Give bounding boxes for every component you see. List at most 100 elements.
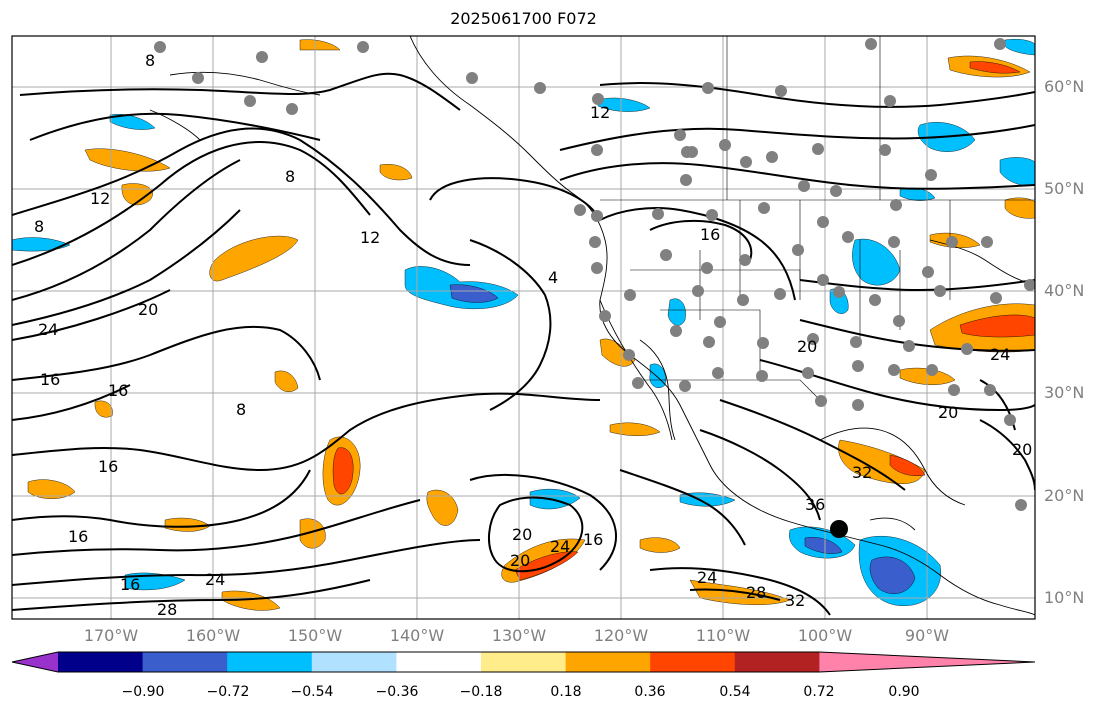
lon-label: 90°W: [904, 626, 950, 645]
contour-label: 20: [797, 337, 817, 356]
contour-label: 28: [157, 600, 177, 619]
negative-area: [124, 572, 186, 591]
contour-label: 36: [805, 495, 825, 514]
positive-area: [332, 447, 354, 495]
lon-label: 150°W: [287, 626, 343, 645]
negative-area: [804, 537, 843, 554]
map-title: 2025061700 F072: [450, 9, 597, 28]
colorbar-extend-max: [819, 652, 1035, 672]
contour-label: 8: [236, 400, 246, 419]
positive-area: [274, 370, 299, 393]
colorbar-segment: [565, 652, 651, 672]
contour-label: 16: [120, 575, 140, 594]
contour-label: 16: [40, 370, 60, 389]
contour-label: 32: [852, 463, 872, 482]
colorbar-tick-label: −0.18: [459, 684, 503, 700]
colorbar-segment: [481, 652, 567, 672]
lat-label: 50°N: [1044, 179, 1085, 198]
positive-area: [609, 422, 661, 436]
lat-label: 20°N: [1044, 486, 1085, 505]
contour-label: 20: [1012, 440, 1032, 459]
positive-area: [94, 400, 113, 418]
contour-label: 24: [697, 568, 717, 587]
positive-area: [426, 489, 459, 526]
colorbar-tick-label: −0.36: [375, 684, 419, 700]
colorbar-segment: [311, 652, 397, 672]
positive-area: [959, 314, 1035, 338]
contour-label: 20: [510, 551, 530, 570]
contour-label: 24: [205, 570, 225, 589]
negative-area: [852, 238, 901, 286]
negative-area: [449, 284, 499, 303]
positive-area: [221, 590, 281, 611]
contour-label: 28: [746, 583, 766, 602]
negative-area: [999, 157, 1035, 186]
station-markers: [154, 38, 1035, 511]
contour-label: 24: [990, 345, 1010, 364]
positive-area: [969, 61, 1021, 74]
colorbar-tick-label: −0.54: [290, 684, 334, 700]
contour-label: 20: [138, 300, 158, 319]
contour-lines: [12, 72, 1035, 616]
colorbar-extend-min: [12, 652, 58, 672]
lon-label: 120°W: [593, 626, 649, 645]
positive-area: [639, 537, 681, 553]
positive-area: [889, 454, 926, 476]
contour-label: 4: [548, 268, 558, 287]
highlight-marker: [830, 520, 848, 538]
contour-label: 24: [550, 537, 570, 556]
contour-label: 16: [98, 457, 118, 476]
contour-label: 8: [34, 217, 44, 236]
positive-area: [299, 39, 341, 51]
lat-label: 40°N: [1044, 281, 1085, 300]
colorbar-tick-label: 0.90: [888, 684, 920, 700]
negative-area: [1004, 39, 1035, 56]
contour-label: 8: [145, 51, 155, 70]
lon-label: 170°W: [83, 626, 139, 645]
graticule: [12, 36, 1035, 619]
positive-area: [379, 164, 413, 181]
positive-area: [1004, 197, 1035, 219]
contour-label: 12: [360, 228, 380, 247]
contour-label: 12: [590, 103, 610, 122]
negative-area: [667, 298, 686, 326]
lat-label: 60°N: [1044, 77, 1085, 96]
colorbar-segment: [650, 652, 736, 672]
contour-label-layer: 8 12 8 20 24 16 16 8 16 16 16 24 28 8 12…: [34, 51, 1032, 619]
colorbar-segment: [58, 652, 144, 672]
lat-label: 10°N: [1044, 588, 1085, 607]
colorbar-tick-label: 0.36: [634, 684, 666, 700]
colorbar-segment: [396, 652, 482, 672]
positive-area: [299, 518, 326, 549]
contour-label: 8: [285, 167, 295, 186]
political-borders: [600, 36, 1035, 401]
colorbar-tick-label: −0.90: [121, 684, 165, 700]
lon-label: 110°W: [695, 626, 751, 645]
contour-label: 20: [512, 525, 532, 544]
colorbar-tick-label: −0.72: [206, 684, 250, 700]
colorbar-tick-label: 0.54: [719, 684, 751, 700]
colorbar-segment: [142, 652, 228, 672]
lon-label: 100°W: [797, 626, 853, 645]
contour-label: 32: [785, 591, 805, 610]
lon-label: 160°W: [185, 626, 241, 645]
negative-area: [597, 97, 651, 112]
contour-label: 24: [38, 320, 58, 339]
contour-label: 16: [583, 530, 603, 549]
lon-label: 130°W: [491, 626, 547, 645]
colorbar-tick-label: 0.72: [803, 684, 835, 700]
contour-label: 16: [700, 225, 720, 244]
colorbar: [11, 651, 1036, 673]
negative-area: [869, 556, 916, 594]
colorbar-tick-label: 0.18: [550, 684, 582, 700]
contour-label: 16: [108, 381, 128, 400]
colorbar-segment: [734, 652, 820, 672]
map-frame: [11, 35, 1036, 620]
contour-label: 20: [938, 403, 958, 422]
contour-label: 16: [68, 527, 88, 546]
positive-area: [209, 235, 299, 282]
colorbar-outline: [11, 651, 1036, 673]
contour-label: 12: [90, 189, 110, 208]
colorbar-segment: [227, 652, 313, 672]
